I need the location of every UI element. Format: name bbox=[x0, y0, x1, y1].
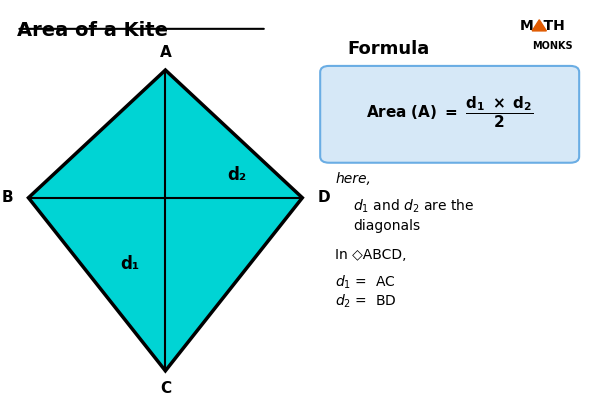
Text: $d_1$ and $d_2$ are the: $d_1$ and $d_2$ are the bbox=[353, 197, 474, 215]
Text: D: D bbox=[317, 190, 330, 205]
Text: Formula: Formula bbox=[347, 40, 429, 59]
Text: Area of a Kite: Area of a Kite bbox=[17, 21, 167, 40]
Text: M  TH: M TH bbox=[520, 19, 565, 33]
Text: $d_2$ =  BD: $d_2$ = BD bbox=[335, 293, 397, 310]
Text: C: C bbox=[160, 381, 171, 396]
Text: here,: here, bbox=[335, 172, 371, 186]
Text: A: A bbox=[160, 45, 171, 60]
FancyBboxPatch shape bbox=[320, 66, 579, 163]
Text: d₁: d₁ bbox=[120, 255, 139, 273]
Text: d₂: d₂ bbox=[227, 166, 247, 184]
Text: In ◇ABCD,: In ◇ABCD, bbox=[335, 248, 407, 262]
Polygon shape bbox=[28, 70, 302, 371]
Text: B: B bbox=[2, 190, 14, 205]
Text: MONKS: MONKS bbox=[532, 41, 572, 51]
Text: $\mathbf{Area\ (A)\ =\ \dfrac{d_1\ \times\ d_2}{2}}$: $\mathbf{Area\ (A)\ =\ \dfrac{d_1\ \time… bbox=[366, 95, 534, 130]
Polygon shape bbox=[532, 20, 547, 31]
Text: diagonals: diagonals bbox=[353, 219, 420, 233]
Text: $d_1$ =  AC: $d_1$ = AC bbox=[335, 274, 396, 291]
